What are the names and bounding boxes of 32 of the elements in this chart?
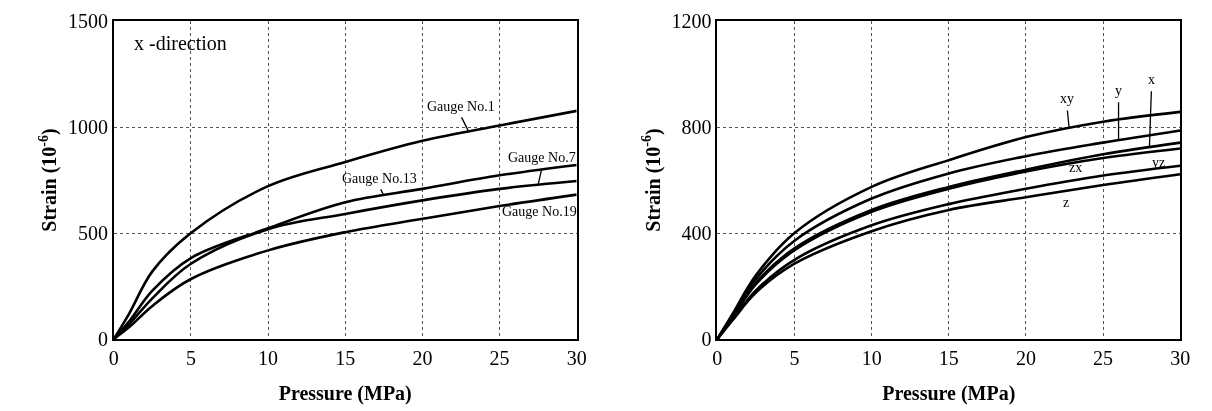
series-label: xy bbox=[1060, 91, 1074, 106]
y-tick-label: 1000 bbox=[68, 116, 109, 138]
y-tick-label: 0 bbox=[701, 328, 712, 350]
text: y bbox=[1115, 83, 1122, 98]
series-label: Gauge No.19 bbox=[502, 204, 577, 219]
x-tick-label: 5 bbox=[185, 346, 196, 369]
y-tick-label: 800 bbox=[681, 116, 712, 138]
text: x bbox=[1148, 72, 1155, 87]
x-tick-label: 30 bbox=[566, 346, 587, 369]
x-tick-label: 30 bbox=[1170, 346, 1191, 369]
x-tick-label: 25 bbox=[1093, 346, 1114, 369]
x-axis-title: Pressure (MPa) bbox=[278, 381, 412, 405]
y-tick-label: 400 bbox=[681, 222, 712, 244]
x-axis-title: Pressure (MPa) bbox=[882, 381, 1016, 405]
series-label: zx bbox=[1069, 160, 1083, 175]
y-tick-label: 1200 bbox=[671, 10, 712, 32]
x-tick-label: 20 bbox=[1015, 346, 1036, 369]
y-tick-label: 500 bbox=[78, 222, 109, 244]
x-tick-label: 5 bbox=[789, 346, 800, 369]
annotation: x -direction bbox=[134, 32, 227, 54]
series-label: Gauge No.1 bbox=[427, 99, 495, 114]
series-label: Gauge No.7 bbox=[508, 150, 576, 165]
series-label: Gauge No.13 bbox=[342, 171, 417, 186]
x-tick-label: 15 bbox=[938, 346, 959, 369]
y-tick-label: 0 bbox=[98, 328, 109, 350]
x-tick-label: 20 bbox=[412, 346, 433, 369]
x-tick-label: 15 bbox=[335, 346, 356, 369]
x-tick-label: 10 bbox=[258, 346, 279, 369]
y-tick-label: 1500 bbox=[68, 10, 109, 32]
series-label: z bbox=[1063, 195, 1070, 210]
x-tick-label: 25 bbox=[489, 346, 510, 369]
x-tick-label: 10 bbox=[861, 346, 882, 369]
